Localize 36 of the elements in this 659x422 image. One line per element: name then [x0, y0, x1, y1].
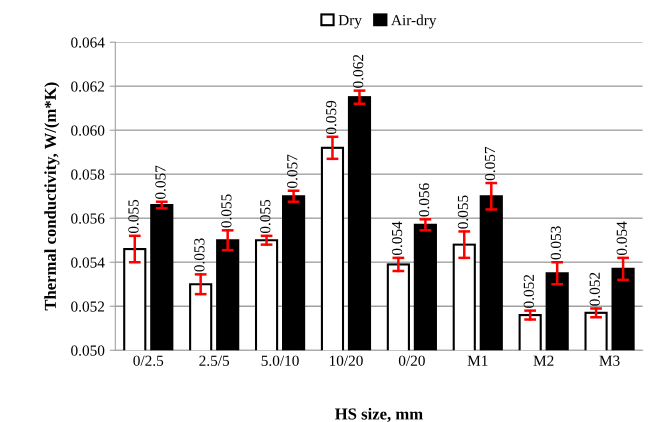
data-label: 0.055 [458, 195, 468, 229]
x-tick-label: M1 [468, 356, 488, 366]
data-label: 0.053 [550, 226, 562, 260]
data-label: 0.057 [484, 146, 496, 180]
data-label: 0.057 [155, 166, 166, 199]
x-tick-label: M2 [534, 356, 554, 366]
data-label: 0.054 [392, 222, 402, 256]
y-tick-label: 0.064 [71, 37, 105, 48]
data-label: 0.055 [221, 194, 232, 228]
data-label: 0.062 [353, 54, 364, 88]
x-tick-label: 5.0/10 [262, 356, 299, 366]
data-label: 0.055 [128, 200, 139, 234]
data-label: 0.052 [590, 272, 600, 306]
y-tick-label: 0.056 [71, 213, 104, 224]
x-tick-label: 0/2.5 [133, 356, 164, 366]
data-label: 0.052 [524, 274, 534, 308]
x-axis-title: HS size, mm [335, 408, 423, 422]
data-label: 0.054 [616, 222, 627, 256]
y-tick-label: 0.058 [71, 169, 104, 180]
x-tick-label: 10/20 [330, 356, 363, 366]
data-label: 0.055 [260, 200, 270, 234]
y-tick-label: 0.062 [71, 81, 104, 92]
data-label: 0.056 [418, 183, 430, 217]
data-label: 0.053 [194, 238, 205, 272]
data-label: 0.057 [287, 154, 298, 188]
y-tick-label: 0.060 [71, 125, 104, 136]
legend-label: Dry [338, 15, 362, 28]
y-tick-label: 0.054 [71, 257, 105, 268]
x-tick-label: 0/20 [398, 356, 425, 366]
data-label: 0.059 [326, 100, 336, 134]
x-tick-label: 2.5/5 [199, 356, 230, 366]
y-tick-label: 0.050 [71, 345, 104, 356]
legend-label: Air-dry [391, 14, 436, 28]
y-axis-title: Thermal conductivity, W/(m*K) [44, 82, 60, 310]
x-tick-label: M3 [599, 356, 620, 366]
y-tick-label: 0.052 [71, 301, 104, 312]
